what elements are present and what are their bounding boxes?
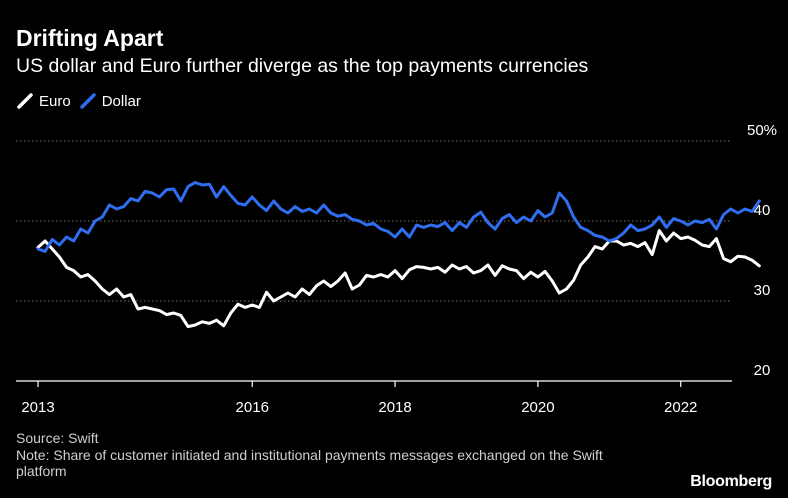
x-tick-label-2018: 2018 (378, 399, 411, 416)
x-tick-label-2020: 2020 (521, 399, 554, 416)
source-note: Source: Swift (16, 430, 99, 446)
chart-title: Drifting Apart (16, 25, 164, 51)
legend-label-dollar: Dollar (101, 92, 141, 110)
y-tick-label-40: 40 (754, 202, 771, 219)
legend-swatch-euro (17, 93, 33, 109)
series-line-dollar (36, 181, 761, 253)
legend-label-euro: Euro (39, 92, 71, 110)
chart-footer: Source: Swift Note: Share of customer in… (16, 430, 656, 480)
series-line-euro (36, 229, 761, 329)
chart-legend: Euro Dollar (16, 90, 149, 112)
x-tick-label-2016: 2016 (236, 399, 269, 416)
x-tick-label-2022: 2022 (664, 399, 697, 416)
x-tick-label-2013: 2013 (21, 399, 54, 416)
chart-subtitle: US dollar and Euro further diverge as th… (16, 55, 589, 77)
y-tick-label-30: 30 (754, 282, 771, 299)
y-tick-label-20: 20 (754, 362, 771, 379)
methodology-note: Note: Share of customer initiated and in… (16, 446, 603, 480)
bloomberg-logo: Bloomberg (690, 473, 772, 490)
legend-item-dollar: Dollar (79, 92, 141, 110)
y-tick-label-50: 50% (747, 122, 777, 139)
legend-swatch-dollar (79, 93, 96, 109)
legend-item-euro: Euro (16, 92, 71, 110)
